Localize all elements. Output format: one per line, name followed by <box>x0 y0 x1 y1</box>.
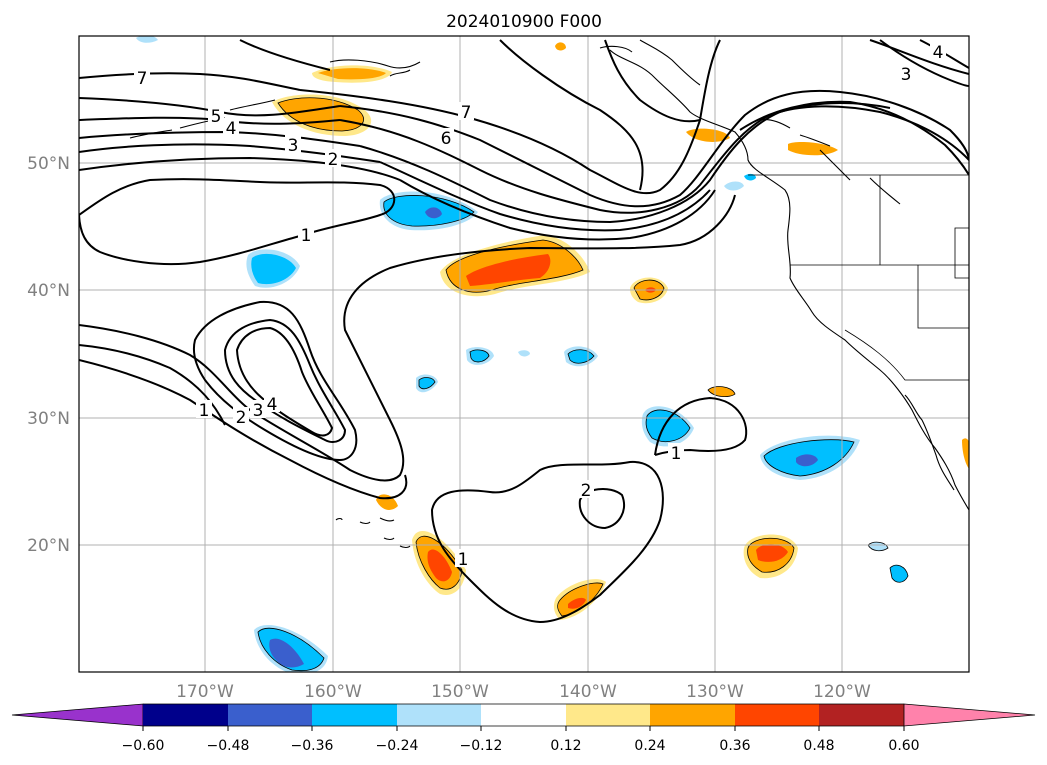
colorbar-tick-label: −0.60 <box>122 738 165 754</box>
colorbar-tick-label: −0.48 <box>207 738 250 754</box>
map-frame <box>78 35 970 673</box>
colorbar: −0.60 −0.48 −0.36 −0.24 −0.12 0.12 0.24 … <box>11 703 1036 754</box>
lat-label-20n: 20°N <box>27 536 70 556</box>
colorbar-extend-high <box>903 703 1036 727</box>
map-area: 7 5 4 3 2 7 6 1 3 4 1 2 3 4 1 2 1 <box>79 36 969 672</box>
contour-label: 5 <box>211 107 222 127</box>
colorbar-tick-label: 0.24 <box>634 738 665 754</box>
contour-label: 4 <box>267 395 278 415</box>
lon-label-150w: 150°W <box>431 682 489 702</box>
contour-label: 7 <box>461 103 472 123</box>
colorbar-tick-label: −0.12 <box>460 738 503 754</box>
colorbar-segment <box>312 704 397 726</box>
colorbar-segment <box>735 704 819 726</box>
lon-label-160w: 160°W <box>304 682 362 702</box>
contour-label: 2 <box>236 408 247 428</box>
lat-label-40n: 40°N <box>27 281 70 301</box>
colorbar-segment <box>566 704 650 726</box>
colorbar-tick-labels: −0.60 −0.48 −0.36 −0.24 −0.12 0.12 0.24 … <box>122 738 920 754</box>
contour-label: 2 <box>328 150 339 170</box>
shaded-outlines <box>257 97 909 672</box>
contour-label: 2 <box>581 481 592 501</box>
lon-label-170w: 170°W <box>176 682 234 702</box>
colorbar-segment <box>397 704 481 726</box>
colorbar-tick-label: 0.12 <box>550 738 581 754</box>
lon-label-130w: 130°W <box>686 682 744 702</box>
colorbar-segment <box>650 704 735 726</box>
contour-labels: 7 5 4 3 2 7 6 1 3 4 1 2 3 4 1 2 1 <box>137 43 944 570</box>
colorbar-tick-label: 0.48 <box>803 738 834 754</box>
colorbar-extend-low <box>11 703 144 727</box>
colorbar-ticks <box>142 726 905 731</box>
contour-label: 1 <box>458 550 469 570</box>
colorbar-segment <box>819 704 904 726</box>
lon-label-140w: 140°W <box>559 682 617 702</box>
contour-lines <box>79 39 969 624</box>
contour-label: 4 <box>933 43 944 63</box>
map-title: 2024010900 F000 <box>446 12 602 32</box>
colorbar-segment <box>143 704 228 726</box>
colorbar-segment <box>228 704 312 726</box>
colorbar-tick-label: −0.24 <box>376 738 419 754</box>
latitude-labels: 50°N 40°N 30°N 20°N <box>27 154 70 556</box>
contour-label: 1 <box>671 444 682 464</box>
political-borders <box>748 174 969 381</box>
contour-label: 1 <box>301 226 312 246</box>
contour-label: 3 <box>253 401 264 421</box>
colorbar-tick-label: 0.60 <box>888 738 919 754</box>
contour-label: 3 <box>288 136 299 156</box>
contour-label: 3 <box>901 65 912 85</box>
contour-label: 7 <box>137 69 148 89</box>
colorbar-segment <box>481 704 566 726</box>
lat-label-50n: 50°N <box>27 154 70 174</box>
contour-label: 1 <box>199 401 210 421</box>
contour-label: 4 <box>226 119 237 139</box>
colorbar-tick-label: 0.36 <box>719 738 750 754</box>
contour-label: 6 <box>441 129 452 149</box>
lon-label-120w: 120°W <box>813 682 871 702</box>
contour-label-masks <box>134 42 946 567</box>
lat-label-30n: 30°N <box>27 409 70 429</box>
longitude-labels: 170°W 160°W 150°W 140°W 130°W 120°W <box>176 682 871 702</box>
colorbar-tick-label: −0.36 <box>291 738 334 754</box>
